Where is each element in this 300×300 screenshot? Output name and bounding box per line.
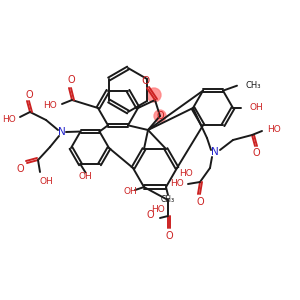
Text: HO: HO (170, 178, 184, 188)
Text: O: O (25, 90, 33, 100)
Text: CH₃: CH₃ (245, 81, 260, 90)
Text: O: O (165, 231, 173, 241)
Text: HO: HO (2, 116, 16, 124)
Text: OH: OH (79, 172, 92, 181)
Text: CH₃: CH₃ (161, 195, 175, 204)
Text: O: O (146, 210, 154, 220)
Text: OH: OH (250, 103, 264, 112)
Text: O: O (156, 111, 164, 121)
Text: O: O (142, 76, 150, 86)
Text: HO: HO (151, 206, 165, 214)
Text: O: O (196, 197, 204, 207)
Text: OH: OH (123, 187, 137, 196)
Circle shape (147, 88, 161, 102)
Text: N: N (58, 127, 66, 137)
Text: HO: HO (179, 169, 193, 178)
Text: HO: HO (43, 101, 57, 110)
Text: O: O (67, 75, 75, 85)
Text: HO: HO (267, 125, 281, 134)
Text: O: O (16, 164, 24, 174)
Text: OH: OH (39, 176, 53, 185)
Text: O: O (252, 148, 260, 158)
Circle shape (154, 110, 166, 122)
Text: N: N (211, 147, 219, 157)
